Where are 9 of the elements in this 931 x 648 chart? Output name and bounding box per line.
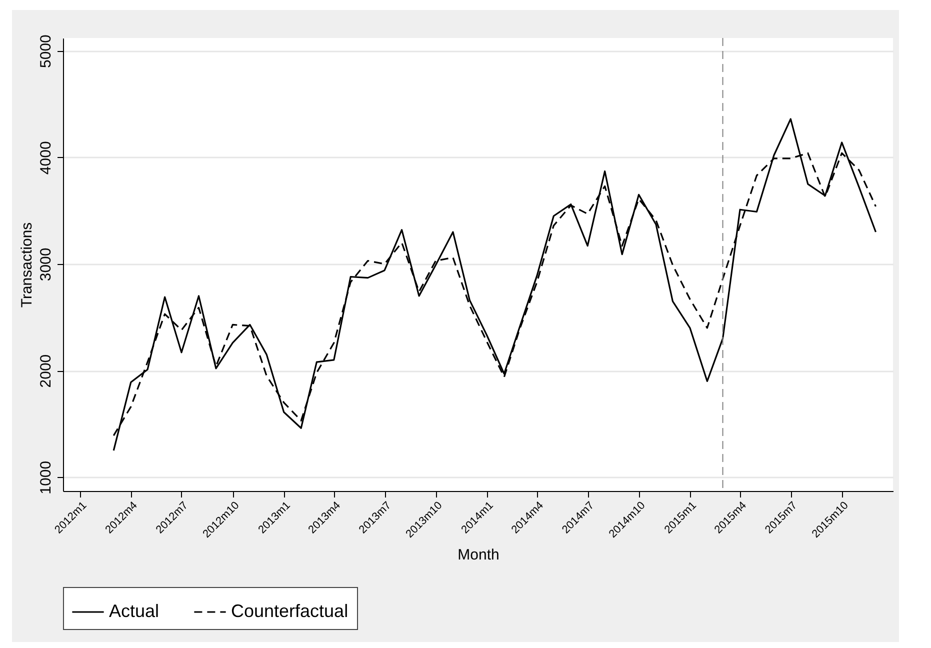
y-tick-label: 3000 (38, 248, 54, 282)
legend-label: Counterfactual (231, 601, 348, 621)
x-axis-title: Month (458, 546, 500, 564)
y-tick-label: 2000 (38, 354, 54, 388)
legend-label: Actual (109, 601, 160, 621)
y-tick-label: 5000 (38, 34, 54, 68)
y-axis-title: Transactions (18, 222, 36, 308)
y-tick-label: 4000 (38, 141, 54, 175)
y-tick-label: 1000 (38, 460, 54, 494)
